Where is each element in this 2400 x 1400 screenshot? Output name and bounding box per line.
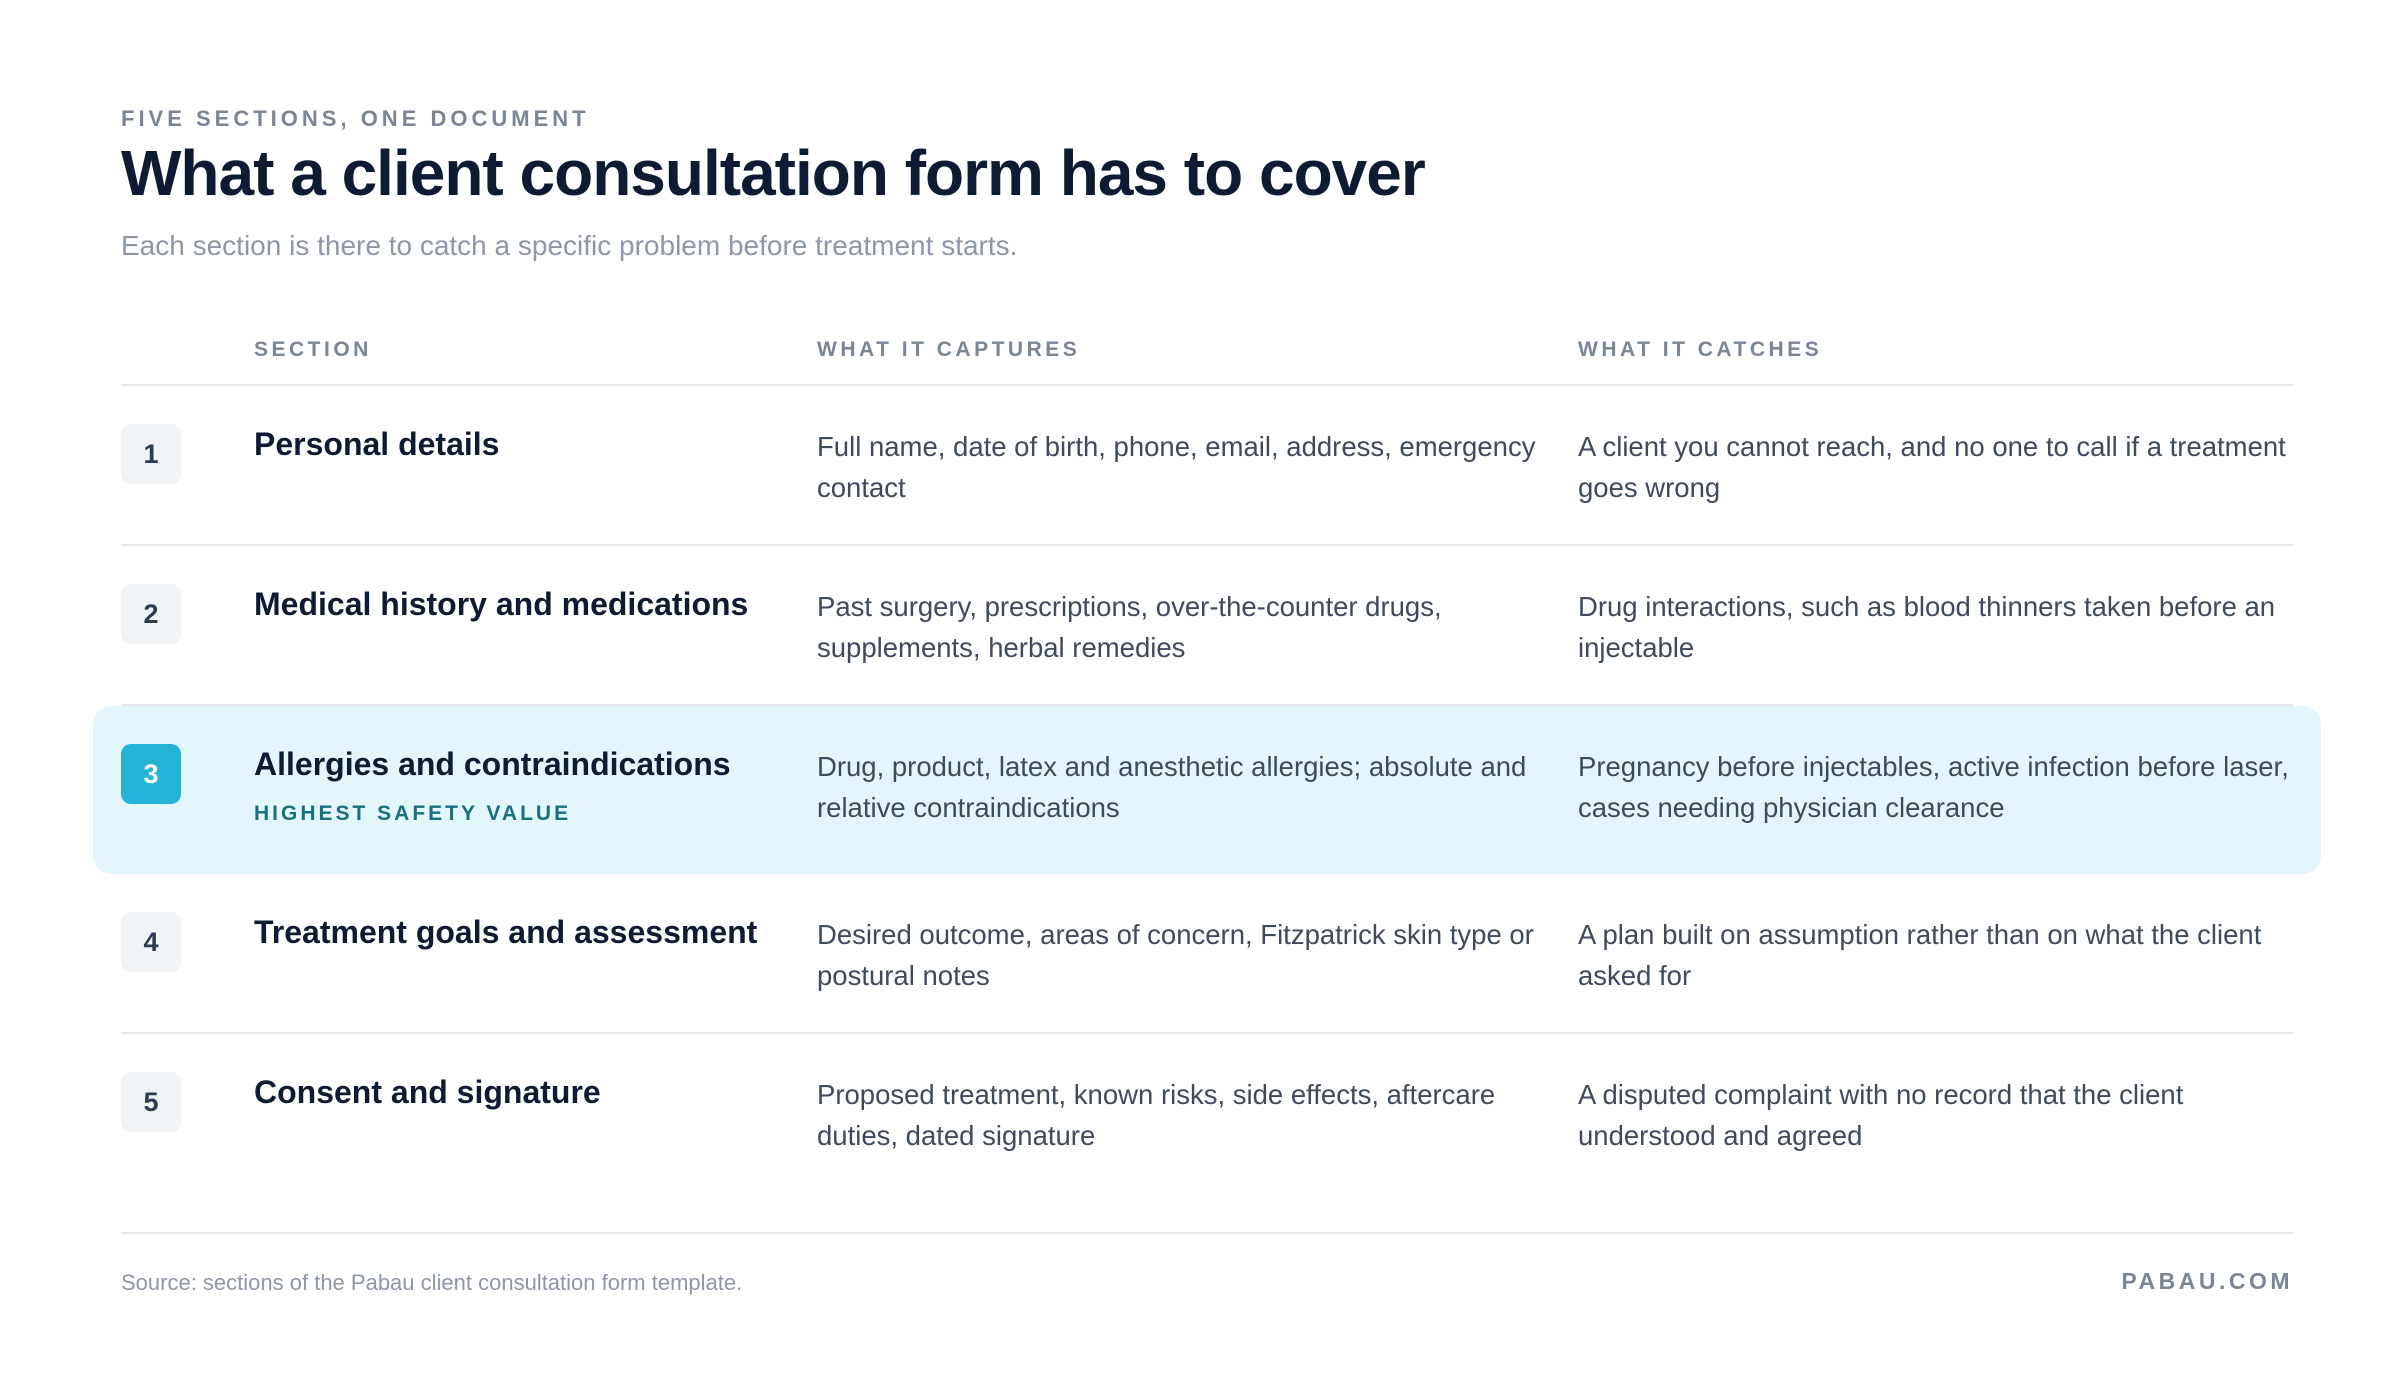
catches-cell: A disputed complaint with no record that…: [1578, 1079, 2184, 1151]
table-row: 1 Personal details Full name, date of bi…: [121, 386, 2293, 546]
column-header-captures: WHAT IT CAPTURES: [817, 338, 1081, 361]
catches-cell: A client you cannot reach, and no one to…: [1578, 431, 2286, 503]
eyebrow: FIVE SECTIONS, ONE DOCUMENT: [121, 106, 590, 131]
section-name: Treatment goals and assessment: [254, 914, 758, 950]
table-row: 5 Consent and signature Proposed treatme…: [121, 1034, 2293, 1192]
catches-cell: Drug interactions, such as blood thinner…: [1578, 591, 2276, 663]
table-row: 2 Medical history and medications Past s…: [121, 546, 2293, 706]
column-header-section: SECTION: [254, 338, 372, 361]
captures-cell: Full name, date of birth, phone, email, …: [817, 431, 1536, 503]
table-row-highlighted: 3 Allergies and contraindications HIGHES…: [93, 706, 2321, 874]
section-name: Personal details: [254, 426, 500, 462]
table-header: SECTION WHAT IT CAPTURES WHAT IT CATCHES: [121, 318, 2293, 386]
safety-tag: HIGHEST SAFETY VALUE: [254, 802, 572, 825]
row-number-badge: 3: [121, 744, 181, 804]
source-note: Source: sections of the Pabau client con…: [121, 1270, 743, 1295]
page: FIVE SECTIONS, ONE DOCUMENT What a clien…: [93, 0, 2321, 1400]
captures-cell: Past surgery, prescriptions, over-the-co…: [817, 591, 1442, 663]
table-row: 4 Treatment goals and assessment Desired…: [121, 874, 2293, 1034]
captures-cell: Drug, product, latex and anesthetic alle…: [817, 751, 1527, 823]
row-number-badge: 4: [121, 912, 181, 972]
captures-cell: Desired outcome, areas of concern, Fitzp…: [817, 919, 1534, 991]
row-number-badge: 5: [121, 1072, 181, 1132]
footer-divider: [121, 1232, 2293, 1234]
catches-cell: Pregnancy before injectables, active inf…: [1578, 751, 2289, 823]
section-name: Medical history and medications: [254, 586, 749, 622]
page-subtitle: Each section is there to catch a specifi…: [121, 230, 1018, 261]
row-number-badge: 1: [121, 424, 181, 484]
column-header-catches: WHAT IT CATCHES: [1578, 338, 1823, 361]
section-name: Allergies and contraindications: [254, 746, 731, 782]
page-title: What a client consultation form has to c…: [121, 137, 1426, 209]
brand-mark: PABAU.COM: [2121, 1268, 2293, 1294]
section-name: Consent and signature: [254, 1074, 601, 1110]
row-number-badge: 2: [121, 584, 181, 644]
catches-cell: A plan built on assumption rather than o…: [1578, 919, 2262, 991]
sections-table: SECTION WHAT IT CAPTURES WHAT IT CATCHES…: [93, 318, 2321, 1192]
highlight-background: [93, 706, 2321, 874]
captures-cell: Proposed treatment, known risks, side ef…: [817, 1079, 1496, 1151]
